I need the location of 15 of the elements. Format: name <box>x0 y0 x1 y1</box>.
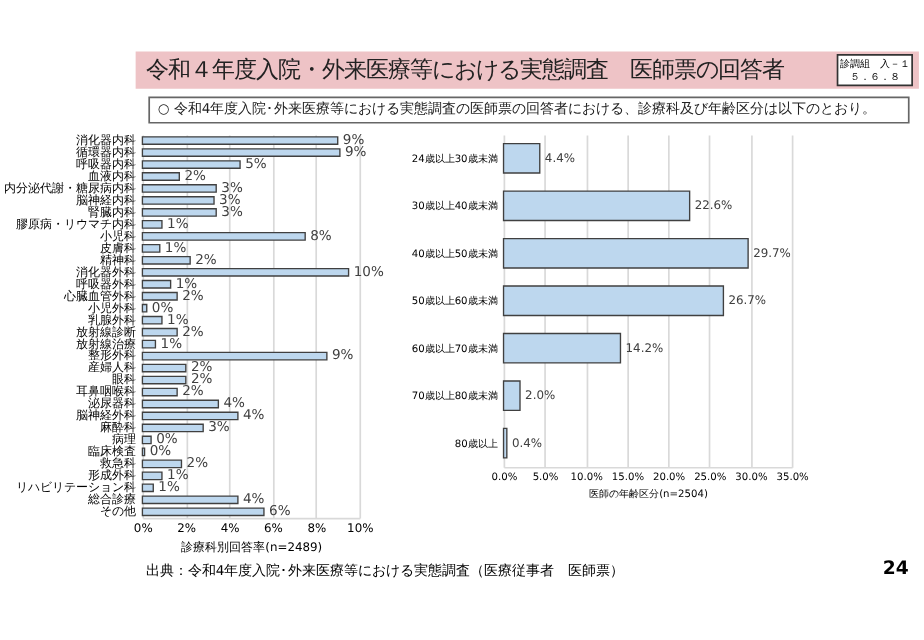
bar <box>502 190 691 222</box>
bar <box>502 380 521 412</box>
bar <box>502 142 541 174</box>
bar <box>141 375 187 385</box>
bar <box>502 237 749 269</box>
bar <box>141 387 178 397</box>
text: 令和４年度入院・外来医療等における実態調査 医師票の回答者 <box>145 54 784 83</box>
text: 24 <box>882 557 910 580</box>
bar <box>141 435 152 445</box>
bar <box>502 285 725 317</box>
bar <box>502 332 622 364</box>
bar <box>141 411 239 421</box>
bar <box>141 423 204 433</box>
bar <box>141 363 187 373</box>
bar <box>141 399 220 409</box>
